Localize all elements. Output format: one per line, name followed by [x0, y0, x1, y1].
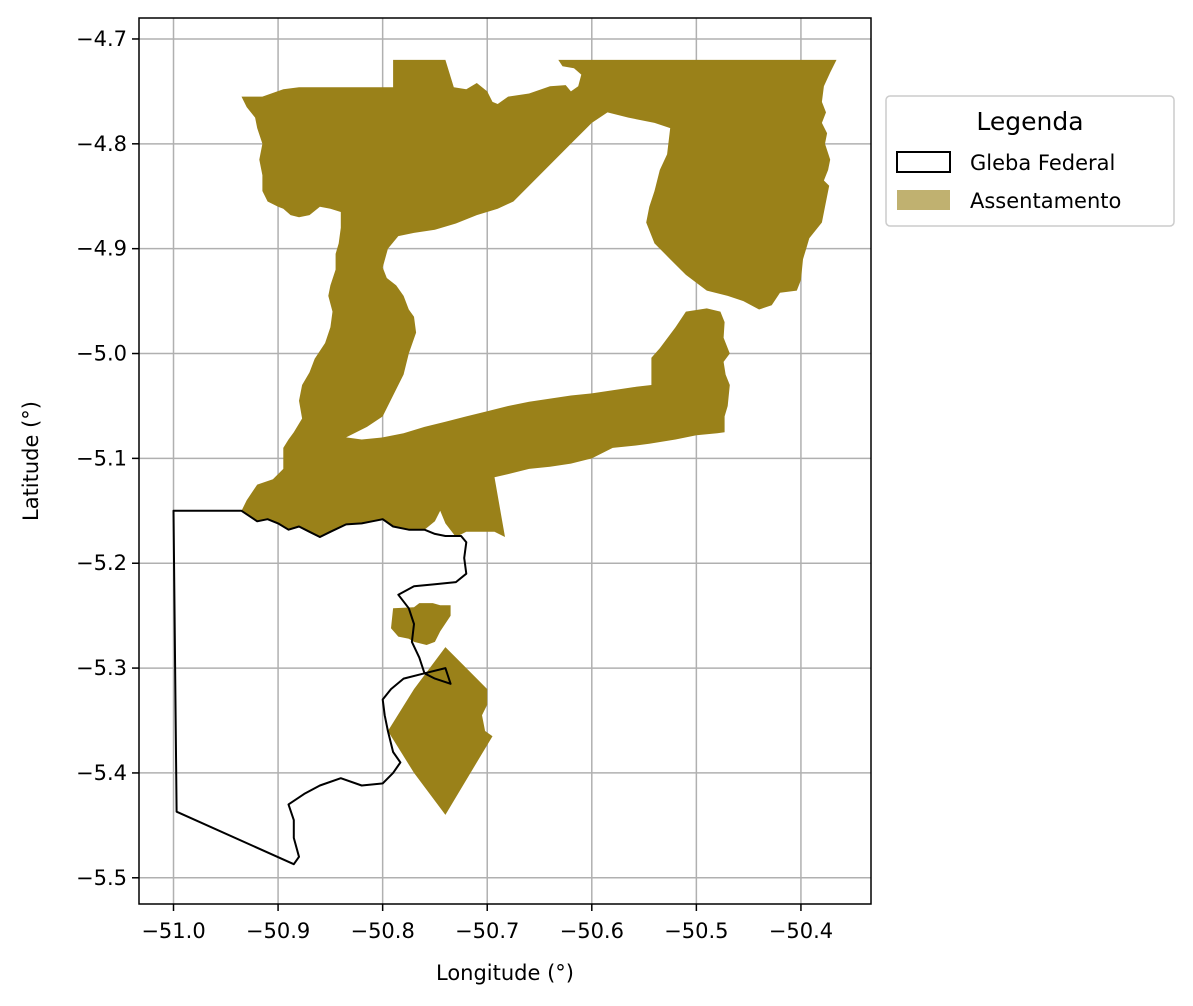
plot-frame — [138, 17, 872, 905]
y-tick-label-8: −5.5 — [76, 866, 127, 890]
x-tick-label-4: −50.6 — [560, 919, 624, 943]
x-tick-label-1: −50.9 — [246, 919, 310, 943]
plot-area — [138, 17, 872, 905]
legend-swatch-assentamento — [897, 190, 950, 210]
y-tick-label-7: −5.4 — [76, 761, 127, 785]
assentamento-polygon-0 — [241, 59, 837, 538]
x-tick-label-6: −50.4 — [769, 919, 833, 943]
gleba-federal-layer — [172, 509, 468, 866]
assentamento-layer — [241, 59, 837, 815]
x-tick-label-3: −50.7 — [455, 919, 519, 943]
y-tick-label-6: −5.3 — [76, 656, 127, 680]
x-tick-label-5: −50.5 — [664, 919, 728, 943]
y-axis: −4.7 −4.8 −4.9 −5.0 −5.1 −5.2 −5.3 −5.4 −5.5 — [76, 27, 139, 890]
y-tick-label-1: −4.8 — [76, 132, 127, 156]
legend: Legenda Gleba Federal Assentamento — [885, 95, 1175, 227]
y-tick-label-0: −4.7 — [76, 27, 127, 51]
legend-box — [885, 95, 1175, 227]
y-tick-label-2: −4.9 — [76, 237, 127, 261]
gleba-federal-polygon-0 — [172, 509, 468, 866]
legend-swatch-gleba-federal — [896, 151, 951, 173]
x-axis: −51.0 −50.9 −50.8 −50.7 −50.6 −50.5 −50.4 — [141, 904, 833, 943]
assentamento-polygon-1 — [391, 603, 451, 645]
y-axis-title: Latitude (°) — [19, 401, 43, 521]
y-tick-label-4: −5.1 — [76, 446, 127, 470]
legend-label-assentamento: Assentamento — [970, 189, 1121, 213]
assentamento-polygon-2 — [387, 647, 493, 815]
x-tick-label-0: −51.0 — [141, 919, 205, 943]
legend-title: Legenda — [976, 107, 1083, 136]
y-tick-label-3: −5.0 — [76, 342, 127, 366]
legend-label-gleba-federal: Gleba Federal — [970, 151, 1115, 175]
x-axis-title: Longitude (°) — [436, 961, 574, 985]
x-tick-label-2: −50.8 — [350, 919, 414, 943]
y-tick-label-5: −5.2 — [76, 551, 127, 575]
